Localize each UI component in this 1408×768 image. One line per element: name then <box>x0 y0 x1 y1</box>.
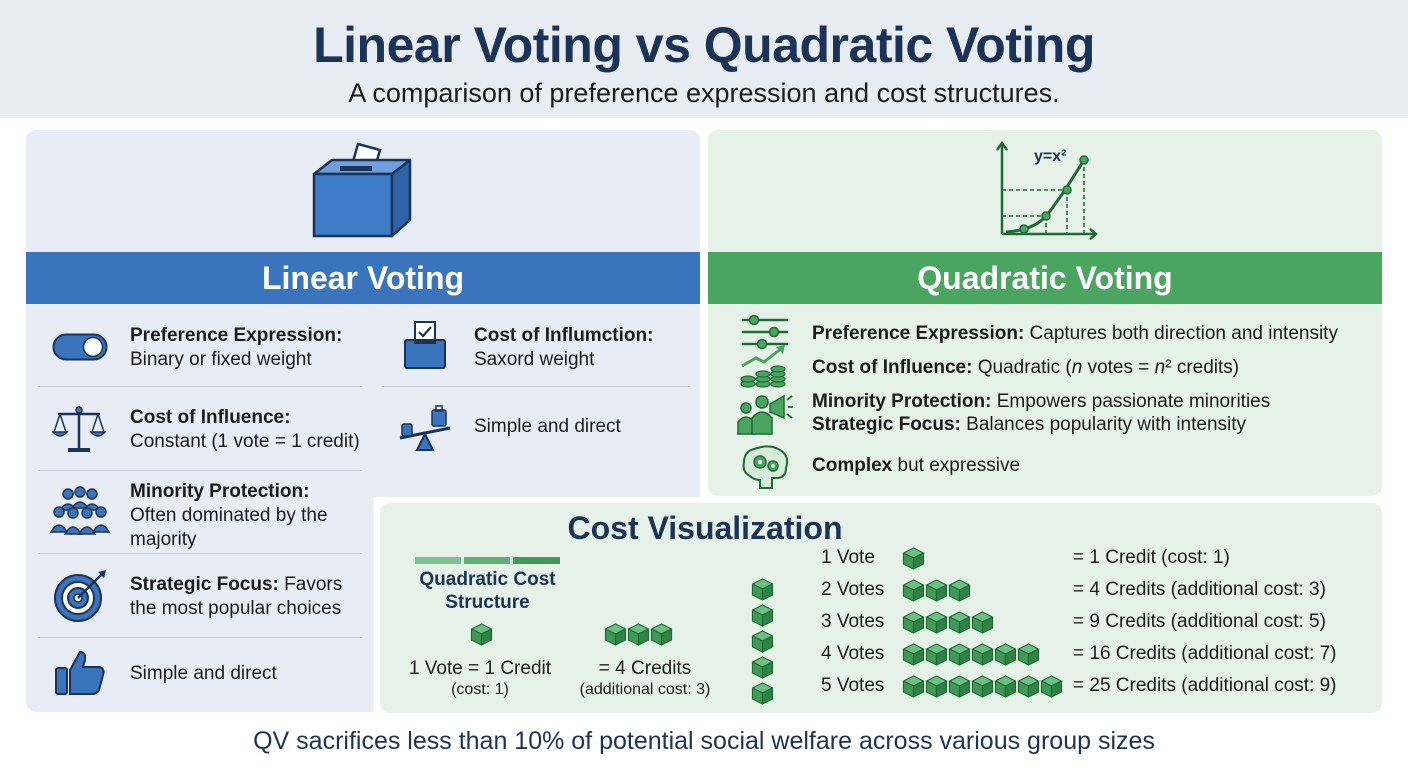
page-title: Linear Voting vs Quadratic Voting <box>313 17 1095 73</box>
credit-cube <box>751 604 774 627</box>
coins-growth-icon <box>738 344 790 393</box>
linear-item-strategic: Strategic Focus: Favors the most popular… <box>130 574 343 619</box>
credit-cube <box>604 623 627 646</box>
vote-cube-row <box>902 547 925 570</box>
quadratic-graph-icon: y=x² <box>994 140 1100 240</box>
credit-cube <box>1017 643 1040 666</box>
credit-cube <box>925 675 948 698</box>
example-four-label: = 4 Credits (additional cost: 3) <box>579 658 711 699</box>
progress-segment <box>415 557 461 564</box>
progress-segment <box>513 557 560 564</box>
credit-cube <box>971 643 994 666</box>
brain-gears-icon <box>740 444 792 495</box>
page-subtitle: A comparison of preference expression an… <box>348 78 1060 108</box>
credit-cost-label: = 25 Credits (additional cost: 9) <box>1073 675 1337 696</box>
linear-item-cost-influence: Cost of Influence: Constant (1 vote = 1 c… <box>130 407 360 452</box>
credit-cube <box>1040 675 1063 698</box>
credit-cube <box>948 579 971 602</box>
credit-cube <box>1017 675 1040 698</box>
seesaw-icon <box>396 404 454 457</box>
linear-item-simple-direct-top: Simple and direct <box>474 416 621 437</box>
credit-cube <box>948 675 971 698</box>
credit-cube <box>627 623 650 646</box>
target-icon <box>52 568 108 629</box>
quadratic-cost-structure-title: Quadratic Cost Structure <box>419 569 556 613</box>
credit-cube <box>751 656 774 679</box>
linear-item-minority: Minority Protection: Often dominated by t… <box>130 481 328 550</box>
vote-count-label: 3 Votes <box>821 611 885 632</box>
vote-count-label: 2 Votes <box>821 579 885 600</box>
credit-cube <box>994 675 1017 698</box>
credit-cube <box>971 675 994 698</box>
divider <box>38 470 362 471</box>
linear-item-preference: Preference Expression: Binary or fixed we… <box>130 325 343 370</box>
credit-cube <box>902 643 925 666</box>
crowd-icon <box>49 486 111 543</box>
cost-visualization-title: Cost Visualization <box>567 510 843 546</box>
vote-count-label: 1 Vote <box>821 547 875 568</box>
credit-cube <box>971 611 994 634</box>
credit-cost-label: = 16 Credits (additional cost: 7) <box>1073 643 1337 664</box>
linear-heading: Linear Voting <box>26 252 700 304</box>
linear-item-cost-influmction: Cost of Influmction: Saxord weight <box>474 325 654 370</box>
scales-icon <box>51 404 107 459</box>
footer-note: QV sacrifices less than 10% of potential… <box>253 727 1155 755</box>
header-band <box>0 0 1408 118</box>
vertical-cube-stack <box>751 578 774 708</box>
quadratic-item-complex: Complex but expressive <box>812 455 1021 476</box>
credit-cube <box>948 611 971 634</box>
credit-cube <box>751 682 774 705</box>
cost-visualization-panel <box>380 503 1382 713</box>
sliders-icon <box>740 314 790 355</box>
vote-count-label: 5 Votes <box>821 675 885 696</box>
credit-cube <box>994 643 1017 666</box>
graph-label: y=x² <box>1034 148 1067 165</box>
divider <box>382 386 690 387</box>
quadratic-item-strategic: Strategic Focus: Balances popularity wit… <box>812 414 1247 435</box>
linear-item-simple-direct: Simple and direct <box>130 663 277 684</box>
credit-cube <box>902 611 925 634</box>
vote-cube-row <box>902 611 994 634</box>
credit-cube <box>751 578 774 601</box>
credit-cube <box>948 643 971 666</box>
credit-cost-label: = 4 Credits (additional cost: 3) <box>1073 579 1326 600</box>
ballot-box-icon <box>310 140 416 240</box>
credit-cost-label: = 9 Credits (additional cost: 5) <box>1073 611 1326 632</box>
quadratic-item-preference: Preference Expression: Captures both dir… <box>812 323 1338 344</box>
toggle-icon <box>52 333 108 366</box>
quadratic-item-cost: Cost of Influence: Quadratic (n votes = … <box>812 357 1240 378</box>
credit-cost-label: = 1 Credit (cost: 1) <box>1073 547 1230 568</box>
divider <box>38 553 362 554</box>
credit-cube <box>902 547 925 570</box>
example-one-cubes <box>470 623 493 646</box>
credit-cube <box>925 611 948 634</box>
credit-cube <box>470 623 493 646</box>
quadratic-panel <box>708 130 1382 496</box>
vote-count-label: 4 Votes <box>821 643 885 664</box>
credit-cube <box>902 579 925 602</box>
quadratic-item-minority: Minority Protection: Empowers passionate… <box>812 391 1271 412</box>
divider <box>38 386 362 387</box>
vote-cube-row <box>902 675 1063 698</box>
credit-cube <box>650 623 673 646</box>
credit-cube <box>902 675 925 698</box>
megaphone-people-icon <box>736 390 794 441</box>
ballot-check-icon <box>402 320 448 375</box>
quadratic-heading: Quadratic Voting <box>708 252 1382 304</box>
credit-cube <box>925 643 948 666</box>
vote-cube-row <box>902 579 971 602</box>
credit-cube <box>925 579 948 602</box>
credit-cube <box>751 630 774 653</box>
progress-segment <box>464 557 510 564</box>
example-one-label: 1 Vote = 1 Credit (cost: 1) <box>408 658 552 699</box>
vote-cube-row <box>902 643 1040 666</box>
divider <box>38 637 362 638</box>
example-four-cubes <box>604 623 673 646</box>
thumbs-up-icon <box>54 648 106 701</box>
